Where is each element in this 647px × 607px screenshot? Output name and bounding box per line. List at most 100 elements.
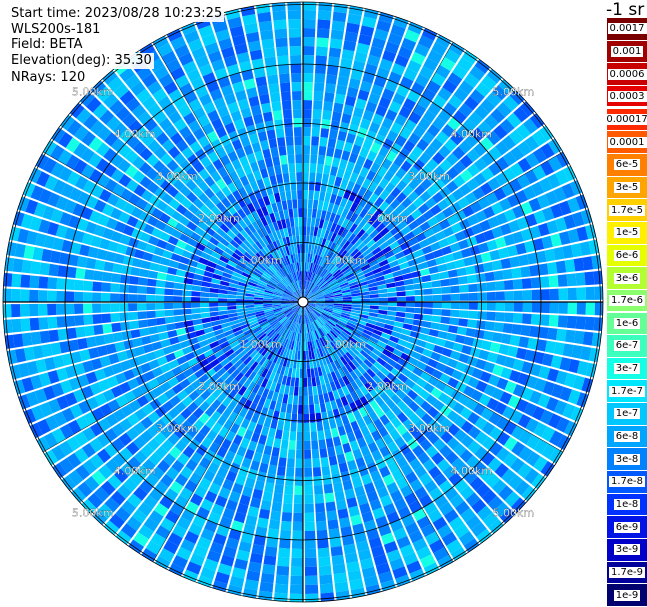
- ppi-gate: [227, 290, 237, 295]
- ppi-gate: [162, 400, 174, 413]
- ppi-gate: [261, 273, 271, 281]
- ppi-gate: [504, 491, 520, 507]
- ppi-gate: [266, 340, 275, 349]
- ppi-gate: [324, 303, 334, 305]
- ppi-gate: [357, 352, 367, 362]
- ppi-gate: [286, 320, 292, 329]
- ppi-gate: [154, 481, 169, 495]
- ppi-gate: [81, 443, 96, 458]
- ppi-gate: [292, 282, 297, 291]
- ppi-gate: [539, 276, 550, 288]
- ppi-gate: [147, 424, 160, 438]
- ppi-gate: [362, 414, 373, 426]
- ppi-gate: [444, 49, 461, 64]
- ppi-gate: [304, 530, 316, 540]
- ppi-gate: [305, 292, 313, 300]
- ppi-gate: [309, 262, 314, 272]
- ppi-gate: [182, 60, 198, 74]
- ppi-gate: [268, 265, 276, 274]
- ppi-gate: [246, 248, 256, 258]
- ppi-gate: [261, 388, 270, 399]
- ppi-gate: [319, 315, 328, 323]
- ppi-gate: [461, 345, 472, 355]
- ppi-gate: [160, 413, 173, 426]
- ppi-gate: [547, 368, 559, 382]
- ppi-gate: [403, 68, 418, 82]
- ppi-gate: [284, 127, 294, 137]
- ppi-gate: [314, 293, 324, 298]
- ppi-gate: [226, 229, 236, 240]
- range-ring-label: 3.00km: [156, 422, 198, 435]
- ppi-gate: [143, 118, 158, 132]
- ppi-gate: [218, 293, 228, 298]
- ppi-gate: [363, 158, 374, 170]
- ppi-gate: [11, 304, 21, 318]
- ppi-gate: [270, 277, 279, 284]
- ppi-gate: [178, 104, 192, 118]
- ppi-gate: [503, 279, 514, 290]
- ppi-gate: [380, 332, 391, 340]
- ppi-gate: [329, 381, 337, 392]
- ppi-gate: [164, 309, 174, 317]
- ppi-gate: [459, 154, 473, 168]
- ppi-gate: [119, 293, 129, 302]
- ppi-gate: [347, 13, 362, 25]
- ppi-gate: [230, 323, 241, 330]
- ppi-gate: [559, 386, 573, 402]
- ppi-gate: [392, 246, 403, 255]
- ppi-gate: [290, 302, 300, 306]
- ppi-gate: [260, 322, 270, 329]
- ppi-gate: [193, 198, 204, 209]
- ppi-gate: [446, 166, 459, 180]
- ppi-gate: [407, 59, 422, 74]
- ppi-gate: [243, 251, 253, 260]
- ppi-gate: [308, 190, 314, 200]
- ppi-gate: [294, 485, 303, 495]
- ppi-gate: [390, 490, 403, 503]
- ppi-gate: [267, 528, 280, 539]
- ppi-gate: [287, 285, 295, 293]
- ppi-gate: [215, 264, 226, 272]
- ppi-gate: [320, 346, 327, 356]
- ppi-gate: [481, 152, 495, 166]
- ppi-gate: [318, 2, 334, 3]
- ppi-gate: [158, 548, 175, 563]
- ppi-gate: [433, 473, 448, 487]
- colorbar-tick-label: 1e-8: [613, 499, 641, 511]
- ppi-gate: [297, 190, 303, 200]
- ppi-gate: [317, 318, 324, 326]
- ppi-gate: [396, 476, 409, 490]
- ppi-gate: [200, 155, 212, 168]
- ppi-gate: [383, 503, 397, 516]
- ppi-gate: [253, 189, 263, 200]
- ppi-gate: [427, 102, 442, 116]
- ppi-gate: [426, 335, 438, 344]
- ppi-gate: [334, 445, 344, 456]
- ppi-gate: [257, 159, 266, 170]
- ppi-gate: [282, 172, 290, 183]
- ppi-gate: [277, 137, 286, 147]
- ppi-gate: [327, 138, 337, 149]
- ppi-gate: [246, 287, 256, 292]
- ppi-gate: [3, 320, 4, 335]
- ppi-gate: [264, 257, 272, 266]
- ppi-gate: [216, 403, 227, 415]
- ppi-gate: [155, 310, 165, 318]
- ppi-gate: [163, 540, 179, 555]
- ppi-gate: [252, 352, 261, 362]
- ppi-gate: [464, 192, 478, 205]
- ppi-gate: [75, 415, 90, 430]
- ppi-gate: [26, 391, 39, 407]
- ppi-gate: [386, 150, 398, 163]
- ppi-gate: [508, 474, 523, 490]
- ppi-gate: [348, 281, 358, 287]
- ppi-gate: [317, 266, 323, 275]
- ppi-gate: [300, 262, 303, 271]
- ppi-gate: [67, 419, 82, 435]
- ppi-gate: [399, 333, 410, 342]
- ppi-gate: [290, 299, 300, 302]
- ppi-gate: [289, 217, 295, 227]
- ppi-gate: [307, 313, 312, 323]
- ppi-gate: [292, 235, 297, 245]
- ppi-gate: [272, 363, 279, 373]
